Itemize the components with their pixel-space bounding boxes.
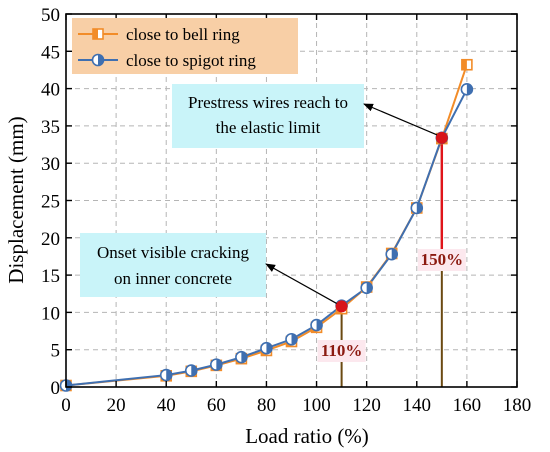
pct-label-bg: [417, 249, 466, 271]
y-tick-label: 5: [51, 341, 61, 362]
x-tick-label: 100: [302, 395, 331, 416]
x-tick-label: 160: [453, 395, 482, 416]
legend: close to bell ring close to spigot ring: [72, 18, 298, 74]
circle-fill: [366, 282, 373, 294]
data-point-circle: [184, 364, 198, 377]
annotation-box: [80, 233, 266, 297]
data-point-square: [92, 28, 104, 40]
circle-fill: [191, 365, 197, 377]
circle-fill: [316, 319, 323, 331]
legend-label-2: close to spigot ring: [126, 51, 256, 70]
x-tick-label: 20: [107, 395, 126, 416]
y-tick-label: 15: [41, 266, 60, 287]
data-point-circle: [285, 332, 298, 346]
highlight-point: [435, 131, 448, 144]
data-point-square: [461, 58, 473, 71]
x-tick-label: 120: [352, 395, 381, 416]
pct-label-bg: [317, 340, 366, 362]
legend-label-1: close to bell ring: [126, 25, 240, 44]
y-tick-label: 40: [41, 80, 60, 101]
x-tick-label: 140: [403, 395, 432, 416]
x-tick-label: 60: [207, 395, 226, 416]
legend-bg: [72, 18, 298, 74]
annotation-line-1: Prestress wires reach to: [188, 93, 348, 112]
circle-fill: [166, 369, 172, 381]
annotation-arrow: [265, 263, 337, 304]
data-point-circle: [410, 201, 424, 215]
y-tick-label: 10: [41, 303, 60, 324]
circle-fill: [391, 248, 398, 260]
annotation-arrow: [363, 103, 438, 136]
annotation-2: Onset visible cracking on inner concrete: [80, 233, 337, 304]
highlight-points: [335, 131, 448, 313]
data-point-circle: [235, 350, 248, 364]
annotations: Prestress wires reach to the elastic limi…: [80, 84, 438, 304]
data-point-circle: [159, 368, 173, 382]
circle-fill: [291, 333, 297, 345]
data-point-circle: [210, 358, 223, 371]
y-axis-title: Displacement (mm): [4, 116, 28, 283]
y-tick-label: 50: [41, 5, 60, 26]
pct-label: 150%: [421, 250, 464, 269]
circle-fill: [241, 351, 247, 363]
data-point-circle: [260, 341, 273, 355]
annotation-box: [172, 84, 364, 148]
axes: 0 20 40 60 80 100 120 140 160 180 0 5 10 15 20 25 30 35 40…: [41, 5, 531, 416]
data-point-circle: [310, 318, 323, 332]
x-tick-label: 40: [157, 395, 176, 416]
y-tick-label: 35: [41, 117, 60, 138]
legend-box: close to bell ring close to spigot ring: [72, 18, 298, 74]
y-tick-label: 45: [41, 42, 60, 63]
annotation-1: Prestress wires reach to the elastic limi…: [172, 84, 438, 148]
y-tick-label: 25: [41, 192, 60, 213]
annotation-line-2: the elastic limit: [216, 118, 321, 137]
pct-label: 110%: [321, 341, 363, 360]
circle-fill: [466, 83, 473, 95]
x-tick-label: 180: [503, 395, 532, 416]
x-tick-label: 0: [61, 395, 71, 416]
x-axis-title: Load ratio (%): [245, 424, 369, 448]
data-point-circle: [385, 247, 399, 261]
data-point-circle: [360, 281, 373, 295]
circle-fill: [416, 202, 423, 214]
y-tick-label: 0: [51, 378, 61, 399]
x-tick-label: 80: [257, 395, 276, 416]
square-fill: [461, 59, 467, 70]
data-point-circle: [91, 53, 105, 67]
data-point-circle: [460, 83, 474, 96]
percentage-labels: 110% 150%: [317, 249, 466, 362]
square-fill: [93, 29, 98, 39]
y-tick-label: 30: [41, 154, 60, 175]
circle-fill: [66, 380, 72, 392]
circle-fill: [266, 342, 272, 354]
circle-fill: [98, 54, 104, 66]
circle-fill: [216, 359, 222, 371]
annotation-line-2: on inner concrete: [114, 269, 232, 288]
annotation-line-1: Onset visible cracking: [97, 243, 250, 262]
highlight-point: [335, 300, 348, 313]
y-tick-label: 20: [41, 229, 60, 250]
